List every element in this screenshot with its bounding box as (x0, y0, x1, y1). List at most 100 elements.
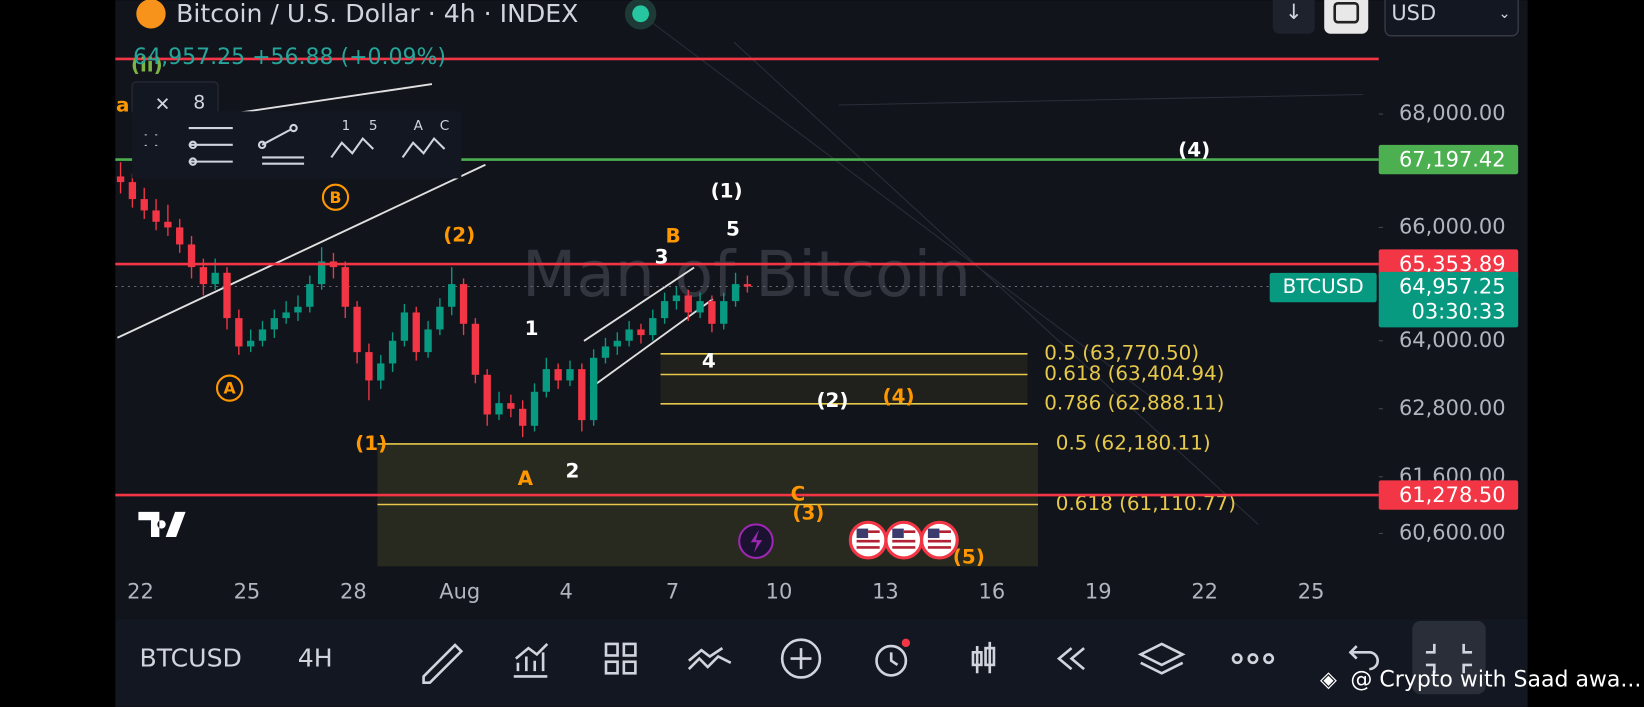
candle-body (578, 369, 586, 421)
last-price-label: 64,957.25 (1399, 275, 1506, 299)
candle-body (246, 340, 255, 347)
wave-label: (2) (443, 224, 475, 247)
x-tick-label: 28 (340, 580, 367, 604)
alert-dot (901, 638, 911, 648)
candle-body (448, 284, 456, 307)
candle-body (164, 221, 172, 228)
candle-body (282, 312, 290, 319)
x-tick-label: Aug (439, 580, 480, 604)
trend-line (583, 266, 695, 342)
bottom-interval[interactable]: 4H (298, 644, 333, 673)
wave-label: B (666, 225, 681, 248)
wave-label: B (330, 188, 342, 207)
candle-body (720, 301, 728, 324)
trend-line (589, 298, 714, 389)
candle-body (199, 267, 208, 285)
x-tick-label: 22 (127, 580, 154, 604)
fullscreen-icon (1425, 643, 1473, 674)
price-label-box (1378, 249, 1519, 279)
wave-label: A (518, 467, 534, 490)
screenshot-icon (1333, 2, 1360, 24)
bottom-toolbar (115, 618, 1528, 707)
candle-body (637, 329, 645, 336)
download-button[interactable] (1272, 0, 1315, 34)
candle-body (601, 346, 610, 358)
bottom-tool-icons[interactable] (422, 638, 1379, 685)
close-icon[interactable]: ✕ (155, 94, 171, 116)
x-tick-label: 22 (1191, 580, 1218, 604)
wave-label: (2) (816, 389, 848, 412)
candle-body (400, 312, 409, 341)
x-tick-label: 25 (234, 580, 261, 604)
tool-label: C (440, 118, 450, 134)
flag-stripes (856, 530, 880, 549)
download-icon: ↓ (1285, 0, 1303, 24)
candle-body (223, 272, 231, 319)
x-tick-label: 13 (872, 580, 899, 604)
btc-icon (136, 0, 166, 29)
wave-label: (1) (711, 180, 743, 203)
fib-label: 0.5 (63,770.50) (1044, 341, 1199, 364)
tool-label: 1 (342, 118, 351, 134)
watermark: Man of Bitcoin (522, 238, 971, 311)
trend-line (220, 83, 433, 117)
x-tick-label: 7 (666, 580, 679, 604)
flag-stripes (927, 530, 951, 549)
candle-body (708, 301, 716, 324)
candle-body (743, 284, 752, 287)
candle-body (176, 227, 184, 245)
candle-body (436, 306, 444, 330)
price-label-box (1378, 144, 1519, 175)
fib-label: 0.618 (63,404.94) (1044, 362, 1224, 385)
faint-line (733, 41, 1259, 525)
wave-label: (4) (883, 385, 915, 408)
flag-canton (856, 528, 869, 539)
candle-body (542, 369, 551, 392)
wave-label: A (224, 379, 237, 398)
candle-body (140, 199, 148, 211)
wave-label: C (791, 483, 806, 506)
wave-label: (ii) (131, 54, 163, 77)
candle-body (495, 403, 503, 415)
fullscreen-button[interactable] (1412, 620, 1486, 695)
countdown: 03:30:33 (1411, 300, 1505, 324)
candle-body (613, 340, 621, 347)
candle-body (554, 369, 562, 381)
candle-body (507, 403, 515, 409)
screenshot-button[interactable] (1324, 0, 1369, 34)
annotation-circle (321, 183, 350, 211)
candle-body (530, 391, 539, 426)
candle-body (649, 318, 657, 336)
candle-body (696, 301, 704, 313)
drawing-toolbar (132, 111, 462, 179)
candle-body (424, 329, 432, 353)
x-tick-label: 19 (1085, 580, 1112, 604)
candle-body (235, 318, 243, 347)
candle-body (388, 340, 397, 364)
currency-select[interactable] (1384, 0, 1519, 37)
fib-zone (660, 353, 1028, 404)
fib-label: 0.618 (61,110.77) (1056, 492, 1236, 515)
flag-stripes (892, 530, 916, 549)
candle-body (306, 284, 314, 307)
bottom-symbol[interactable]: BTCUSD (139, 644, 241, 673)
y-tick-label: 62,800.00 (1399, 396, 1506, 420)
candle-body (152, 210, 160, 222)
wave-label: 2 (566, 459, 580, 482)
flag-canton (927, 528, 940, 539)
price-label: 61,278.50 (1399, 483, 1506, 507)
candle-body (211, 272, 219, 285)
faint-line (838, 94, 1364, 106)
candle-body (483, 374, 491, 415)
candle-body (353, 306, 361, 353)
candle-body (365, 352, 373, 381)
candle-body (660, 301, 669, 319)
y-tick-label: 66,000.00 (1399, 214, 1506, 238)
drawing-tools[interactable] (144, 123, 446, 166)
credit: @ Crypto with Saad awa... (1350, 668, 1641, 693)
dropdown-caret: ⌄ (1498, 5, 1510, 22)
wave-label: (4) (1178, 139, 1210, 162)
wave-label: (3) (792, 501, 824, 524)
